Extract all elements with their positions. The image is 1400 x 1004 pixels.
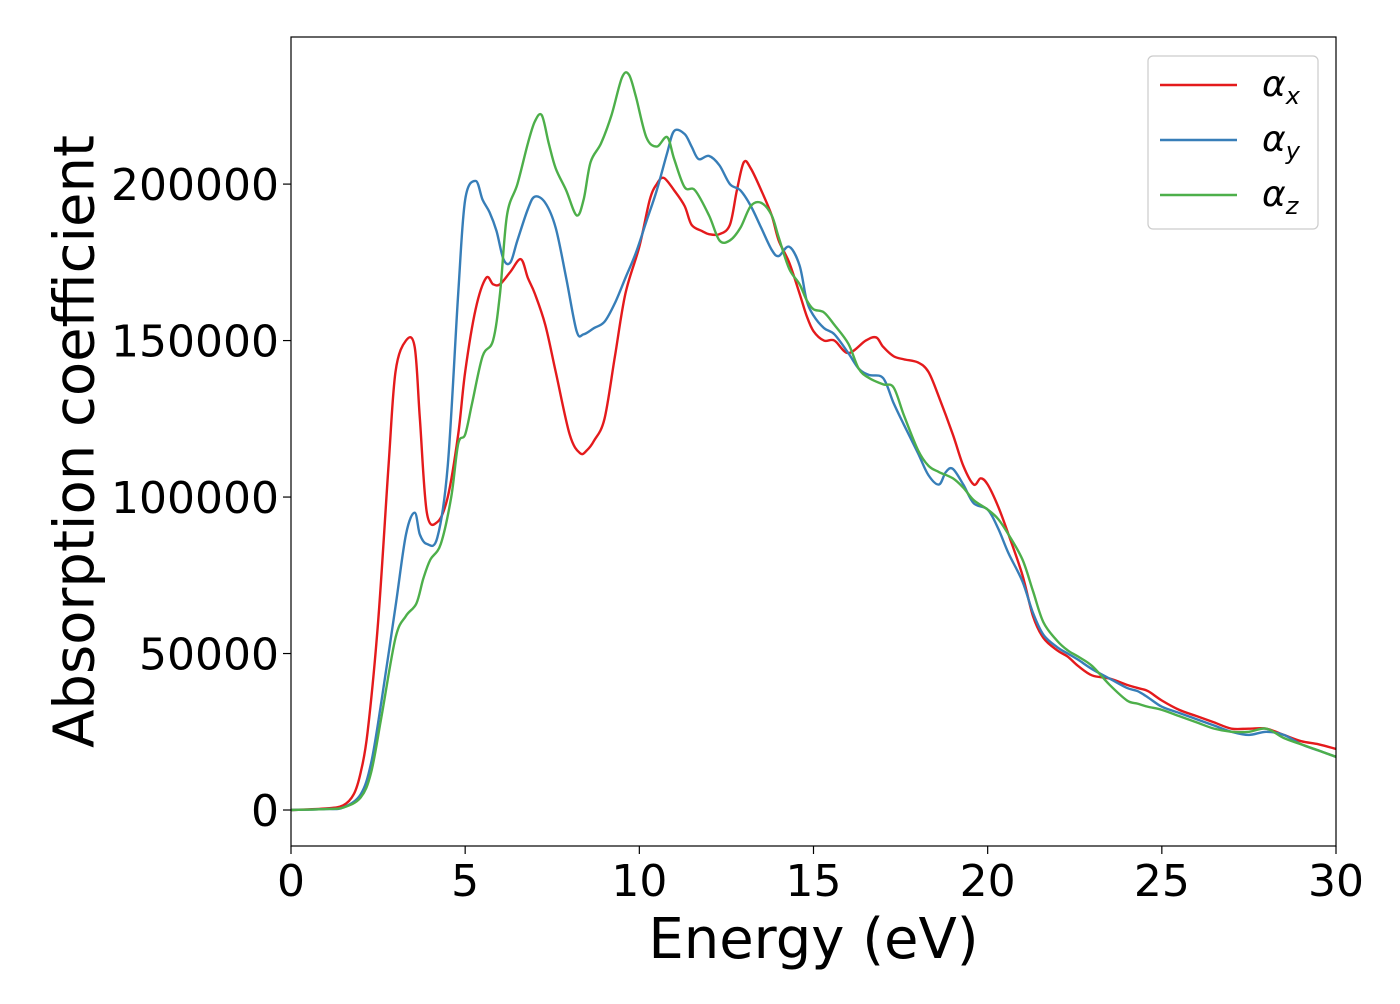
legend-subscript: z <box>1285 192 1300 220</box>
legend-label-x: αx <box>1262 64 1301 110</box>
legend-subscript: y <box>1285 137 1301 165</box>
series-line-z <box>291 71 1336 812</box>
x-tick-label: 15 <box>786 856 842 907</box>
series-line-y <box>291 128 1336 812</box>
y-axis-label: Absorption coefficient <box>43 135 108 748</box>
x-tick-label: 10 <box>611 856 667 907</box>
y-axis: 0 50000 100000 150000 200000 <box>111 160 291 837</box>
series-line-x <box>291 159 1336 812</box>
legend-symbol: α <box>1262 119 1286 160</box>
series-layer <box>291 71 1336 812</box>
x-tick-label: 5 <box>451 856 479 907</box>
x-axis: 0 5 10 15 20 25 30 <box>277 846 1364 907</box>
x-tick-label: 30 <box>1308 856 1364 907</box>
x-tick-label: 25 <box>1134 856 1190 907</box>
legend-symbol: α <box>1262 64 1286 105</box>
y-tick-label: 100000 <box>111 473 279 524</box>
x-axis-label: Energy (eV) <box>648 907 978 972</box>
y-tick-label: 200000 <box>111 160 279 211</box>
y-tick-label: 50000 <box>139 630 279 681</box>
legend-symbol: α <box>1262 174 1286 215</box>
legend-subscript: x <box>1285 82 1301 110</box>
x-tick-label: 20 <box>960 856 1016 907</box>
legend-box <box>1147 55 1319 230</box>
legend-label-z: αz <box>1262 174 1300 220</box>
y-tick-label: 0 <box>251 786 279 837</box>
legend-label-y: αy <box>1262 119 1301 165</box>
x-tick-label: 0 <box>277 856 305 907</box>
y-tick-label: 150000 <box>111 317 279 368</box>
